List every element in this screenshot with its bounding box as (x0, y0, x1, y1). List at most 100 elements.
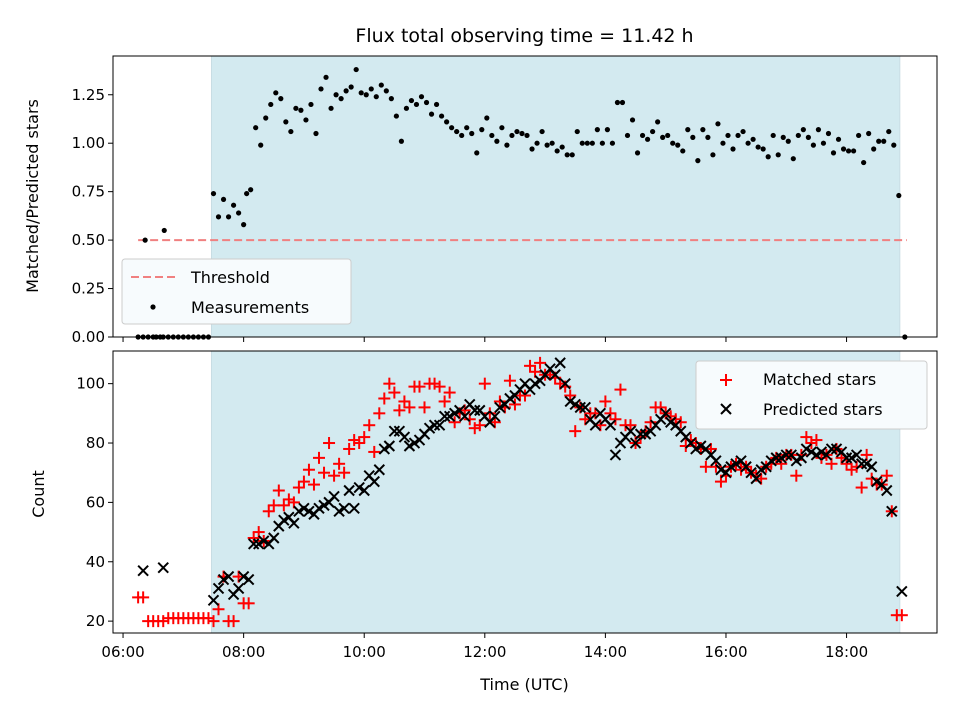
matched-star-point (398, 395, 411, 408)
measurement-point (338, 96, 344, 102)
measurement-point (244, 190, 250, 197)
x-tick-label: 14:00 (584, 643, 627, 661)
measurement-point (871, 146, 877, 152)
measurement-point (398, 138, 404, 144)
measurement-point (866, 130, 872, 137)
measurement-point (509, 132, 515, 139)
matched-star-point (448, 416, 461, 429)
measurement-point (484, 115, 490, 121)
measurement-point (403, 105, 410, 111)
measurement-point (670, 140, 676, 146)
matched-star-point (735, 463, 748, 476)
matched-star-point (865, 472, 878, 485)
matched-star-point (508, 398, 521, 411)
matched-star-point (262, 505, 275, 518)
measurement-point (363, 92, 369, 98)
matched-star-point (709, 460, 722, 473)
predicted-star-point (750, 472, 762, 485)
measurement-point (685, 127, 691, 133)
predicted-star-point (574, 401, 586, 414)
measurement-point (313, 130, 319, 137)
measurement-point (161, 227, 167, 234)
x-tick-label: 18:00 (825, 643, 868, 661)
measurement-point (464, 125, 470, 131)
y-tick-label: 100 (76, 375, 105, 393)
predicted-star-point (629, 437, 642, 449)
measurement-point (896, 192, 902, 199)
predicted-star-point (489, 410, 501, 423)
measurement-point (881, 138, 887, 144)
predicted-star-point (368, 475, 380, 488)
predicted-star-point (247, 538, 260, 550)
matched-star-point (524, 359, 537, 372)
matched-star-point (413, 380, 426, 393)
measurement-point (378, 82, 384, 88)
measurement-point (293, 105, 299, 111)
measurement-point (298, 107, 304, 113)
matched-star-point (845, 463, 858, 476)
x-tick-label: 10:00 (343, 643, 386, 661)
predicted-star-point (896, 585, 908, 598)
y-tick-label: 60 (86, 493, 105, 511)
measurement-point (579, 140, 585, 146)
matched-star-point (343, 442, 356, 455)
measurement-point (564, 152, 570, 158)
predicted-star-point (850, 449, 863, 461)
predicted-star-point (840, 452, 853, 464)
measurement-point (494, 138, 500, 144)
measurement-point (449, 125, 455, 131)
measurement-point (675, 142, 681, 148)
measurement-point (544, 142, 550, 148)
matched-star-point (599, 395, 612, 408)
measurement-point (519, 130, 525, 137)
measurement-point (225, 214, 232, 220)
measurement-point (795, 132, 801, 139)
predicted-star-point (207, 594, 220, 607)
x-axis-label: Time (UTC) (479, 675, 568, 694)
matched-star-point (483, 407, 496, 420)
predicted-star-point (373, 464, 385, 476)
matched-star-point (840, 457, 853, 470)
predicted-star-point (232, 582, 245, 595)
matched-star-point (383, 377, 396, 390)
predicted-star-point (710, 455, 722, 467)
matched-star-point (202, 612, 215, 625)
matched-star-point (493, 395, 506, 408)
measurement-point (850, 148, 857, 154)
measurement-point (433, 101, 440, 108)
measurement-point (644, 136, 651, 142)
predicted-star-point (604, 419, 617, 431)
x-tick-label: 12:00 (463, 643, 506, 661)
measurement-point (861, 159, 867, 166)
predicted-star-point (609, 449, 622, 461)
predicted-star-point (589, 419, 602, 431)
predicted-star-point (825, 443, 838, 455)
predicted-star-point (328, 490, 340, 503)
predicted-star-point (795, 452, 808, 464)
matched-star-point (373, 407, 386, 420)
measurement-point (760, 146, 766, 152)
predicted-star-point (288, 517, 300, 529)
measurement-point (539, 128, 545, 135)
predicted-star-point (559, 377, 571, 390)
predicted-star-point (398, 431, 411, 443)
matched-star-point (418, 401, 431, 414)
measurement-point (569, 152, 575, 158)
measurement-point (373, 94, 379, 100)
predicted-star-point (338, 502, 350, 515)
measurement-point (333, 92, 339, 98)
measurement-point (413, 101, 420, 108)
measurement-point (780, 134, 786, 140)
matched-star-point (358, 431, 371, 444)
matched-star-point (227, 615, 240, 628)
legend: Threshold Measurements (121, 258, 352, 325)
measurement-point (715, 121, 721, 127)
x-tick-label: 06:00 (101, 643, 144, 661)
measurement-point (825, 130, 832, 137)
measurement-point (705, 134, 711, 140)
measurement-point (856, 132, 862, 139)
measurement-point (554, 148, 560, 154)
legend-matched-label: Matched stars (763, 370, 876, 389)
measurement-point (236, 210, 242, 216)
matched-star-point (815, 451, 828, 464)
